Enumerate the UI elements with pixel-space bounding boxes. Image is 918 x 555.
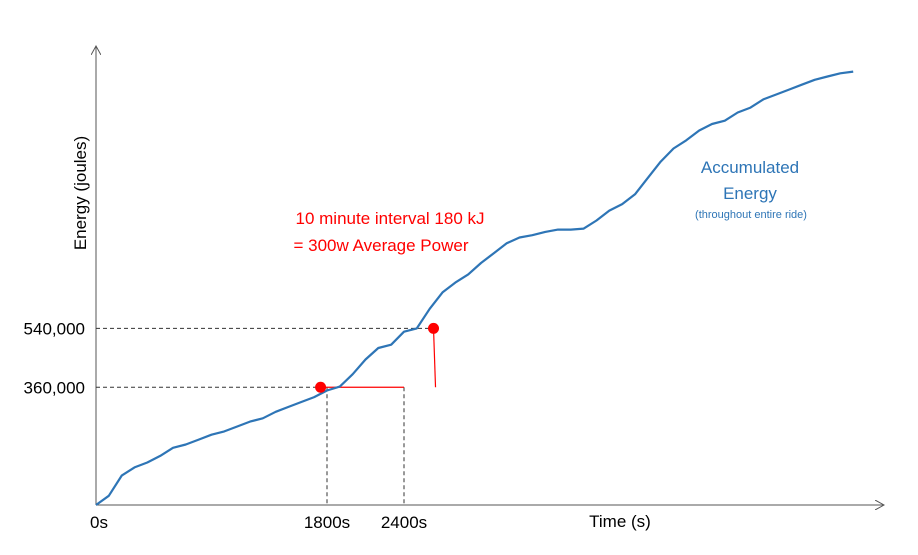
- accumulated-energy-line: [95, 70, 854, 506]
- interval-annotation-line1: 10 minute interval 180 kJ: [296, 209, 485, 228]
- accumulated-label-line2: Energy: [723, 184, 777, 203]
- marker-360000: [315, 381, 327, 393]
- y-axis-title: Energy (joules): [71, 136, 90, 250]
- accumulated-label-sub: (throughout entire ride): [695, 209, 807, 221]
- accumulated-label-line1: Accumulated: [701, 158, 799, 177]
- x-tick-label-2400: 2400s: [381, 513, 427, 532]
- x-tick-label-0: 0s: [90, 513, 108, 532]
- interval-vertical-line: [432, 328, 437, 388]
- guide-lines: [96, 327, 434, 505]
- y-tick-label-360000: 360,000: [24, 378, 85, 397]
- y-tick-label-540000: 540,000: [24, 319, 85, 338]
- interval-annotation-line2: = 300w Average Power: [294, 236, 469, 255]
- x-axis-title: Time (s): [589, 512, 651, 531]
- x-tick-label-1800: 1800s: [304, 513, 350, 532]
- marker-540000: [428, 322, 440, 334]
